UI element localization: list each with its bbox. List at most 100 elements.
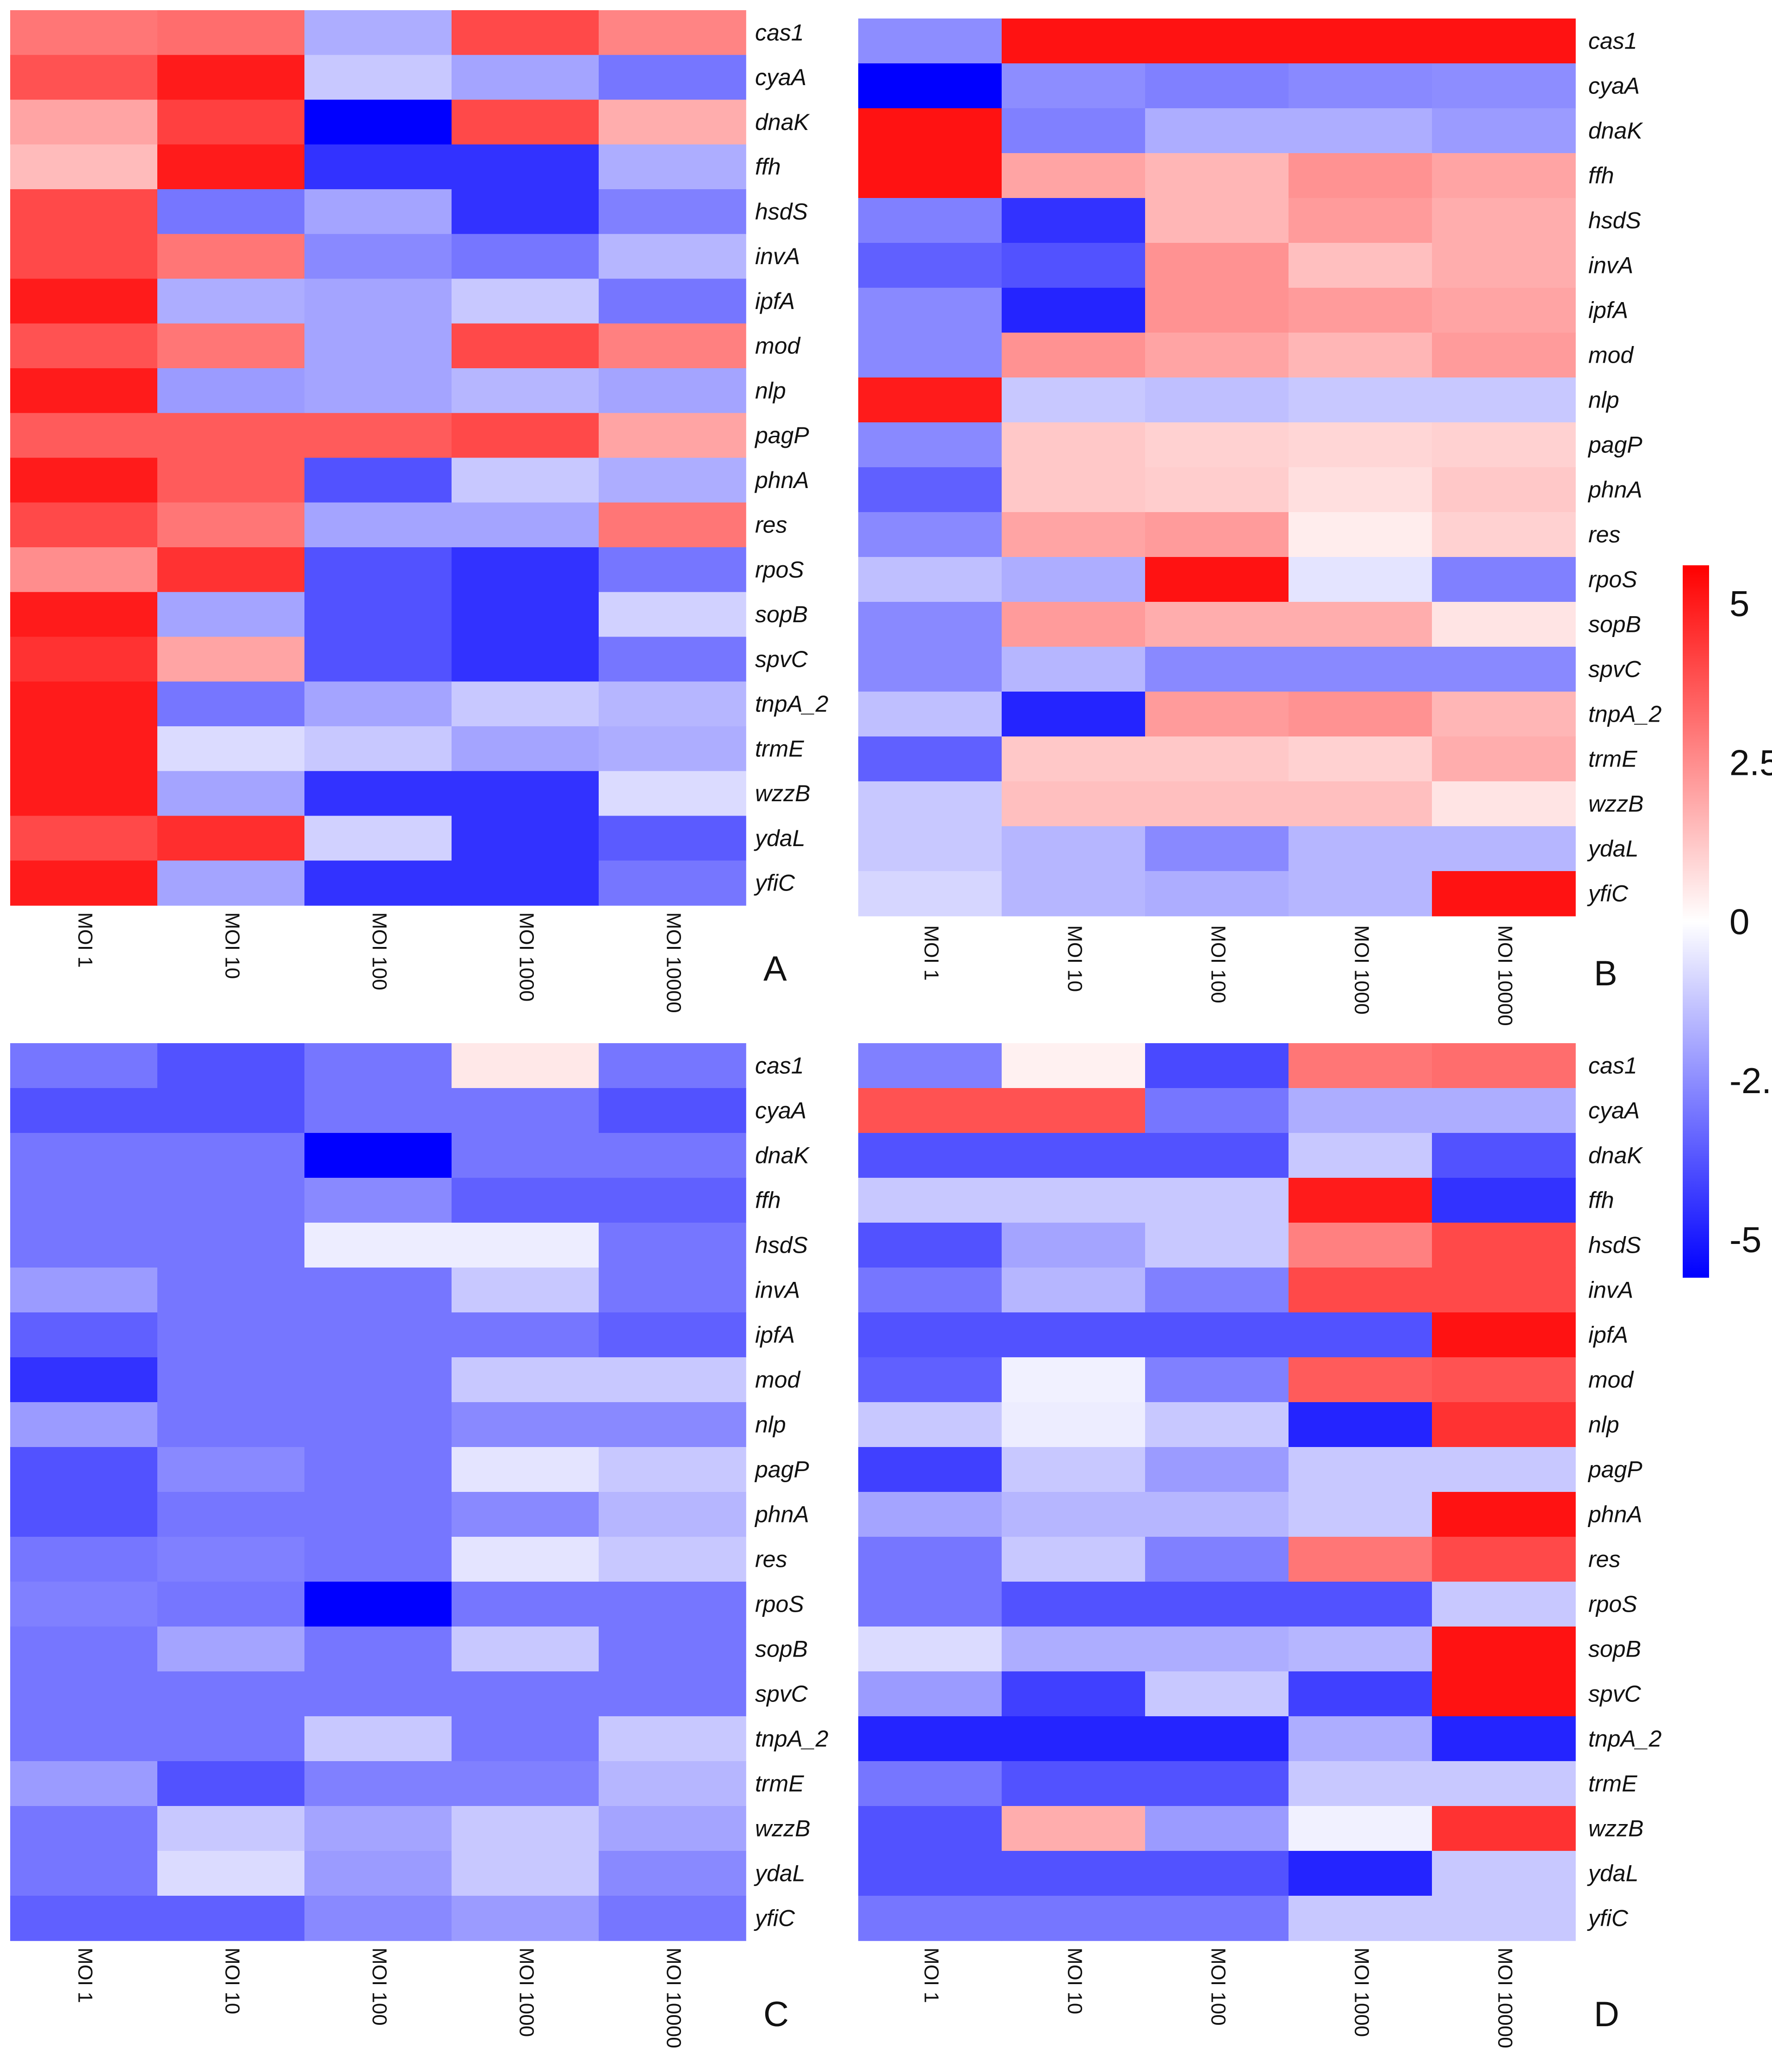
heatmap-cell-cas1-moi-100 — [1145, 19, 1289, 64]
heatmap-cell-inva-moi-100 — [304, 1268, 452, 1313]
row-label-rpos: rpoS — [755, 1591, 804, 1617]
heatmap-cell-wzzb-moi-1000 — [452, 771, 599, 816]
heatmap-cell-cyaa-moi-100 — [304, 1088, 452, 1133]
heatmap-cell-yfic-moi-1 — [858, 871, 1002, 916]
row-label-ffh: ffh — [755, 1188, 781, 1213]
colorbar-tick-label: 2.5 — [1729, 742, 1772, 783]
heatmap-cell-ffh-moi-10 — [157, 1178, 305, 1223]
column-label-moi-100: MOI 100 — [1207, 1948, 1229, 2026]
column-label-moi-1: MOI 1 — [920, 1948, 942, 2003]
heatmap-cell-sopb-moi-1 — [858, 1627, 1002, 1672]
heatmap-cell-sopb-moi-1000 — [452, 592, 599, 637]
heatmap-cell-ffh-moi-100 — [304, 144, 452, 190]
heatmap-cell-yfic-moi-100 — [1145, 1896, 1289, 1941]
row-label-hsds: hsdS — [1588, 1232, 1641, 1258]
row-label-res: res — [755, 1546, 787, 1572]
heatmap-cell-trme-moi-1000 — [1289, 736, 1432, 782]
heatmap-cell-dnak-moi-1 — [858, 108, 1002, 154]
heatmap-cell-res-moi-100 — [304, 502, 452, 548]
heatmap-cell-ipfa-moi-1000 — [452, 1312, 599, 1358]
heatmap-cell-ydal-moi-1000 — [1289, 1851, 1432, 1896]
heatmap-cell-mod-moi-10 — [157, 323, 305, 369]
heatmap-cell-mod-moi-10000 — [1432, 1357, 1576, 1403]
heatmap-cell-rpos-moi-10 — [157, 1582, 305, 1627]
row-label-spvc: spvC — [1588, 1681, 1642, 1707]
heatmap-cell-hsds-moi-100 — [1145, 1223, 1289, 1268]
heatmap-cell-rpos-moi-1000 — [452, 547, 599, 593]
heatmap-cell-spvc-moi-10 — [157, 1671, 305, 1717]
heatmap-cell-res-moi-10000 — [1432, 512, 1576, 557]
heatmap-cell-ydal-moi-10 — [1002, 826, 1146, 872]
row-label-nlp: nlp — [755, 377, 786, 403]
heatmap-cell-ydal-moi-100 — [304, 1851, 452, 1896]
heatmap-cell-trme-moi-100 — [304, 726, 452, 772]
heatmap-cell-ffh-moi-1000 — [1289, 1178, 1432, 1223]
heatmap-cell-ipfa-moi-10000 — [599, 1312, 746, 1358]
row-label-sopb: sopB — [755, 1636, 808, 1662]
heatmap-cell-tnpa-2-moi-10 — [1002, 692, 1146, 737]
heatmap-cell-wzzb-moi-10000 — [1432, 1806, 1576, 1851]
heatmap-cell-phna-moi-10 — [157, 458, 305, 503]
heatmap-cell-ipfa-moi-1000 — [1289, 288, 1432, 333]
heatmap-cell-inva-moi-1000 — [1289, 1268, 1432, 1313]
column-label-moi-10: MOI 10 — [1063, 1948, 1086, 2014]
heatmap-cell-nlp-moi-1 — [858, 1402, 1002, 1447]
row-label-pagp: pagP — [754, 422, 809, 448]
colorbar-tick-label: 5 — [1729, 583, 1749, 624]
heatmap-cell-phna-moi-10000 — [1432, 1492, 1576, 1537]
row-label-trme: trmE — [1588, 1771, 1637, 1797]
heatmap-cell-yfic-moi-10 — [157, 860, 305, 906]
colorbar-tick-label: 0 — [1729, 901, 1749, 942]
heatmap-cell-phna-moi-1000 — [452, 1492, 599, 1537]
heatmap-cell-nlp-moi-10 — [157, 1402, 305, 1447]
heatmap-cell-yfic-moi-100 — [1145, 871, 1289, 916]
heatmap-cell-spvc-moi-100 — [304, 1671, 452, 1717]
heatmap-cell-rpos-moi-1 — [10, 547, 158, 593]
row-label-nlp: nlp — [1588, 1412, 1619, 1438]
heatmap-cell-res-moi-10000 — [599, 1537, 746, 1582]
heatmap-cell-tnpa-2-moi-1000 — [452, 1716, 599, 1762]
row-label-spvc: spvC — [1588, 656, 1642, 682]
heatmap-cell-ffh-moi-1000 — [1289, 153, 1432, 198]
heatmap-cell-cyaa-moi-1 — [10, 1088, 158, 1133]
heatmap-cell-yfic-moi-1 — [10, 1896, 158, 1941]
heatmap-cell-spvc-moi-10000 — [599, 1671, 746, 1717]
heatmap-cell-res-moi-1 — [10, 502, 158, 548]
heatmap-cell-trme-moi-1000 — [452, 1761, 599, 1806]
heatmap-cell-sopb-moi-10000 — [1432, 1627, 1576, 1672]
heatmap-cell-dnak-moi-10000 — [1432, 1133, 1576, 1178]
heatmap-cell-ydal-moi-10000 — [1432, 826, 1576, 872]
heatmap-cell-wzzb-moi-1 — [10, 1806, 158, 1851]
heatmap-cell-dnak-moi-1 — [10, 99, 158, 145]
heatmap-cell-tnpa-2-moi-1000 — [452, 681, 599, 727]
heatmap-cell-mod-moi-10 — [1002, 333, 1146, 378]
heatmap-cell-inva-moi-1 — [10, 1268, 158, 1313]
heatmap-cell-ipfa-moi-10 — [1002, 288, 1146, 333]
heatmap-cell-mod-moi-100 — [304, 1357, 452, 1403]
heatmap-cell-nlp-moi-1 — [10, 368, 158, 414]
heatmap-cell-cyaa-moi-10 — [1002, 63, 1146, 109]
row-label-pagp: pagP — [1587, 1457, 1642, 1483]
heatmap-cell-res-moi-10 — [1002, 512, 1146, 557]
heatmap-cell-ffh-moi-10000 — [1432, 1178, 1576, 1223]
heatmap-cell-wzzb-moi-10 — [1002, 1806, 1146, 1851]
heatmap-cell-pagp-moi-100 — [304, 1447, 452, 1492]
heatmap-cell-nlp-moi-100 — [304, 368, 452, 414]
heatmap-cell-rpos-moi-100 — [1145, 1582, 1289, 1627]
heatmap-cell-dnak-moi-100 — [1145, 1133, 1289, 1178]
heatmap-cell-yfic-moi-10 — [1002, 871, 1146, 916]
heatmap-cell-yfic-moi-1000 — [452, 1896, 599, 1941]
heatmap-cell-phna-moi-10000 — [599, 458, 746, 503]
heatmap-cell-rpos-moi-1 — [10, 1582, 158, 1627]
heatmap-cell-nlp-moi-1 — [858, 377, 1002, 423]
heatmap-cell-dnak-moi-100 — [304, 99, 452, 145]
row-label-sopb: sopB — [1588, 1636, 1641, 1662]
heatmap-cell-cyaa-moi-10000 — [1432, 63, 1576, 109]
heatmap-cell-sopb-moi-1 — [10, 1627, 158, 1672]
heatmap-cell-inva-moi-100 — [1145, 1268, 1289, 1313]
heatmap-cell-cas1-moi-10000 — [1432, 1043, 1576, 1089]
row-label-sopb: sopB — [1588, 612, 1641, 637]
heatmap-cell-res-moi-1000 — [452, 1537, 599, 1582]
heatmap-cell-mod-moi-1000 — [1289, 1357, 1432, 1403]
heatmap-cell-pagp-moi-100 — [1145, 1447, 1289, 1492]
